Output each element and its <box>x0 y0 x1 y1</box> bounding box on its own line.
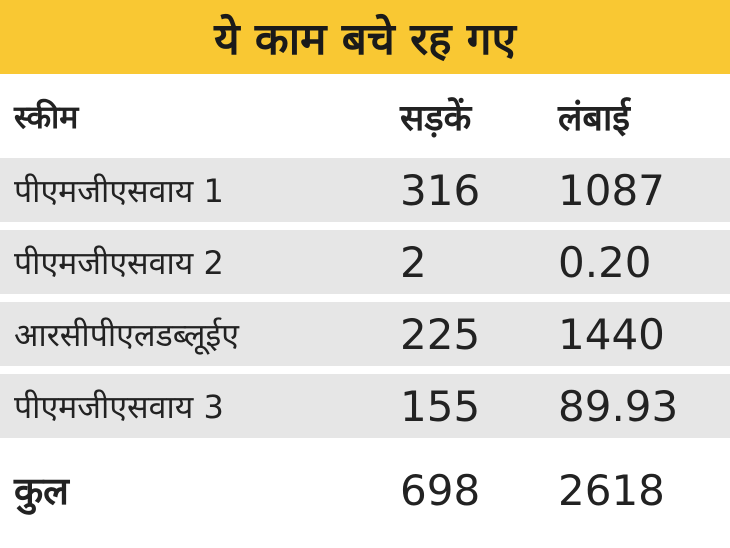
cell: 2 <box>400 237 427 287</box>
cell: 0.20 <box>558 237 652 287</box>
cell: पीएमजीएसवाय 1 <box>14 171 224 210</box>
data-row: पीएमजीएसवाय 1 316 1087 <box>0 158 730 222</box>
cell: स्कीम <box>14 97 79 136</box>
data-row: पीएमजीएसवाय 2 2 0.20 <box>0 230 730 294</box>
data-row: आरसीपीएलडब्लूईए 225 1440 <box>0 302 730 366</box>
cell: पीएमजीएसवाय 2 <box>14 243 224 282</box>
data-row: पीएमजीएसवाय 3 155 89.93 <box>0 374 730 438</box>
cell: 89.93 <box>558 381 679 431</box>
cell: 698 <box>400 465 481 515</box>
cell: पीएमजीएसवाय 3 <box>14 387 224 426</box>
cell: 155 <box>400 381 481 431</box>
cell: कुल <box>14 469 69 513</box>
title: ये काम बचे रह गए <box>0 0 730 74</box>
cell: 2618 <box>558 465 665 515</box>
cell: 316 <box>400 165 481 215</box>
cell: 225 <box>400 309 481 359</box>
header-row: स्कीम सड़कें लंबाई <box>0 80 730 152</box>
total-row: कुल 698 2618 <box>0 450 730 530</box>
cell: 1440 <box>558 309 665 359</box>
cell: 1087 <box>558 165 665 215</box>
cell: लंबाई <box>558 97 630 139</box>
cell: सड़कें <box>400 97 472 139</box>
cell: आरसीपीएलडब्लूईए <box>14 315 239 354</box>
